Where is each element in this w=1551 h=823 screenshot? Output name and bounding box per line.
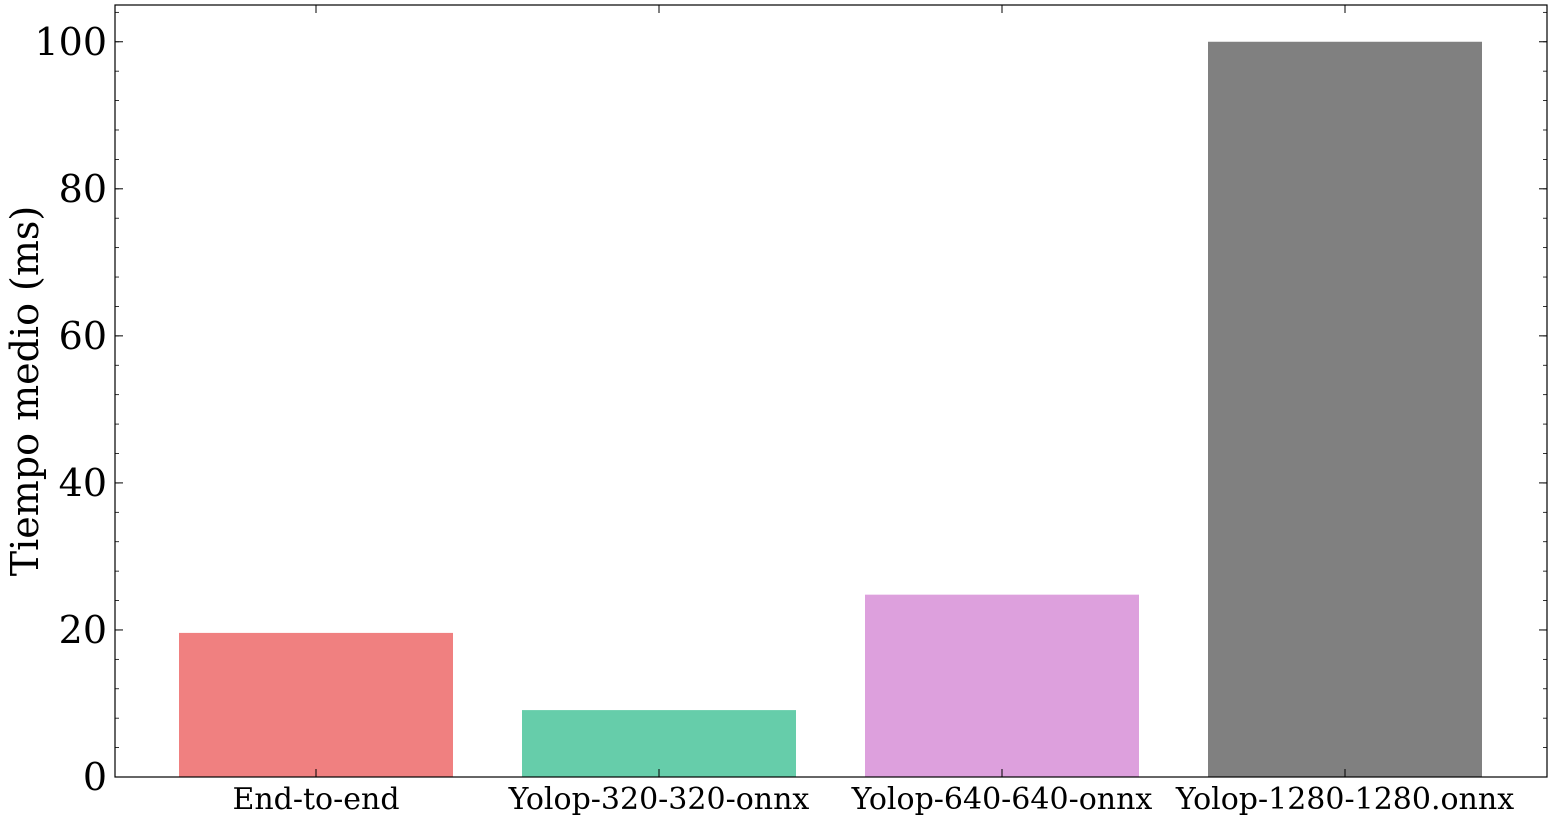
y-tick-label: 40 (59, 461, 107, 505)
ticks-layer: End-to-end Yolop-320-320-onnx Yolop-640-64… (34, 5, 1547, 817)
bar-yolop-1280-1280-onnx (1208, 41, 1482, 778)
y-tick-label: 0 (83, 755, 107, 799)
bar-end-to-end (179, 632, 453, 777)
y-tick-label: 80 (59, 167, 107, 211)
x-tick-label: Yolop-1280-1280.onnx (1175, 782, 1514, 817)
x-tick-label: End-to-end (232, 782, 399, 817)
bar-yolop-640-640-onnx (865, 594, 1139, 777)
bars-layer (179, 41, 1482, 778)
y-axis-label: Tiempo medio (ms) (3, 206, 47, 576)
x-tick-label: Yolop-640-640-onnx (851, 782, 1153, 817)
y-tick-label: 20 (59, 608, 107, 652)
plot-frame (114, 4, 1548, 778)
bar-yolop-320-320-onnx (522, 710, 796, 777)
x-tick-label: Yolop-320-320-onnx (508, 782, 810, 817)
y-tick-label: 60 (59, 314, 107, 358)
y-tick-label: 100 (34, 20, 107, 64)
